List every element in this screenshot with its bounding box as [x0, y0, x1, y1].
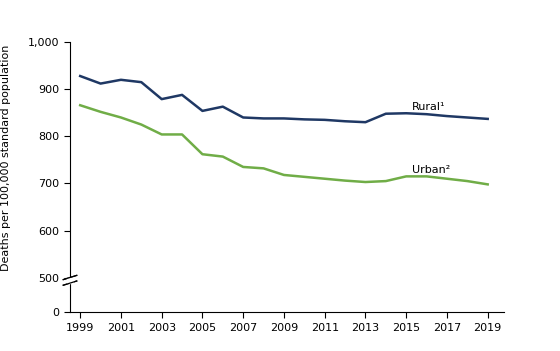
Text: Deaths per 100,000 standard population: Deaths per 100,000 standard population	[1, 45, 11, 271]
Text: Rural¹: Rural¹	[412, 102, 446, 112]
Text: Urban²: Urban²	[412, 165, 451, 175]
